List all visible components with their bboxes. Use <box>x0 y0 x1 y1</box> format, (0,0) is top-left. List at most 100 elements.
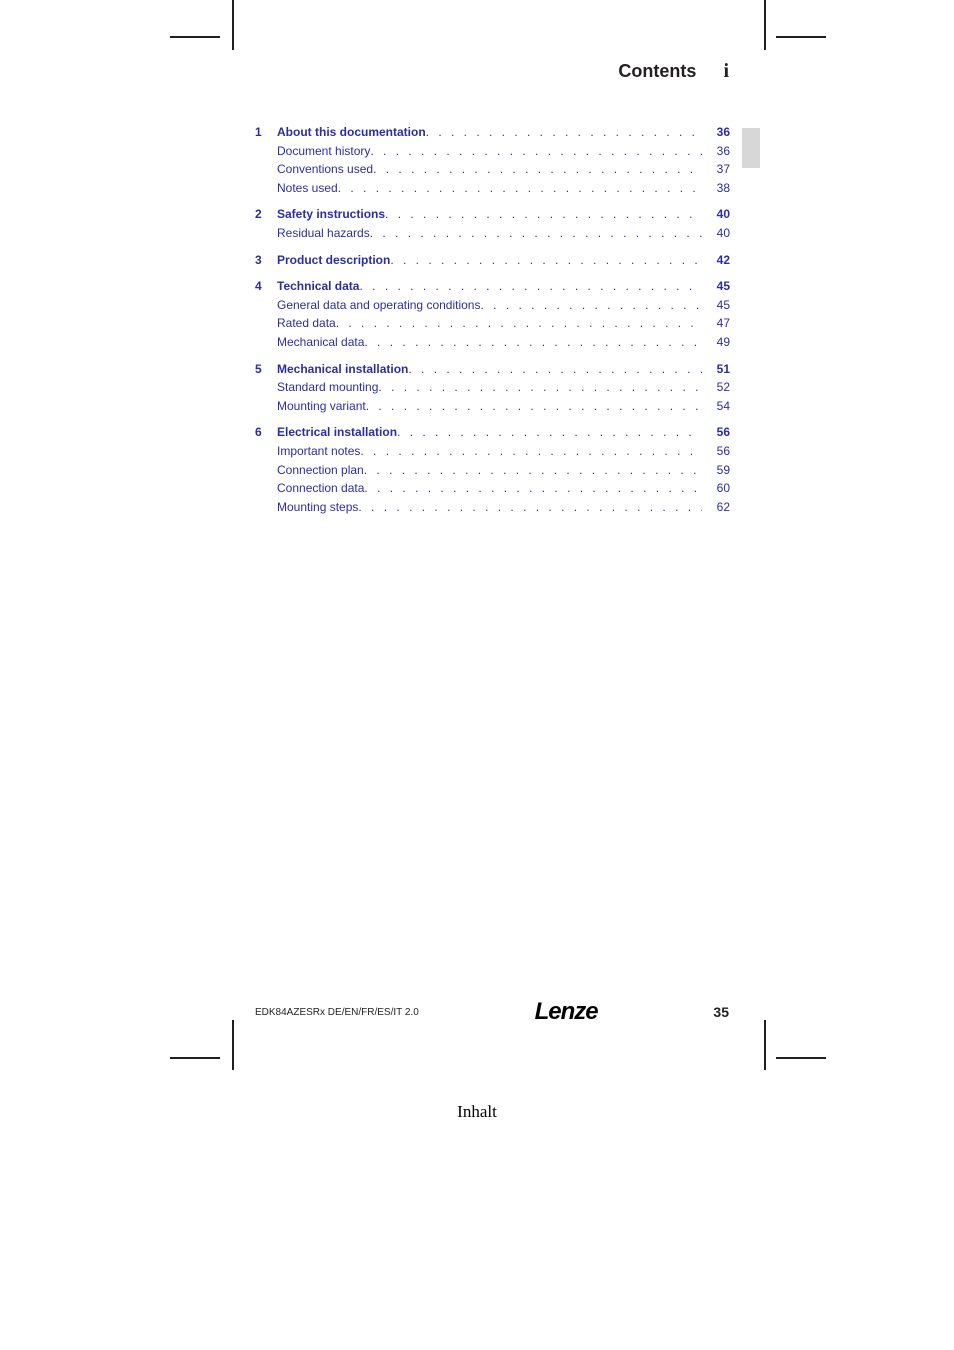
dot-leader: . . . . . . . . . . . . . . . . . . . . … <box>385 205 702 224</box>
crop-mark <box>170 36 220 38</box>
toc-section: 1About this documentation . . . . . . . … <box>255 123 730 197</box>
dot-leader: . . . . . . . . . . . . . . . . . . . . … <box>370 224 702 243</box>
toc-section: 2Safety instructions . . . . . . . . . .… <box>255 205 730 242</box>
dot-leader: . . . . . . . . . . . . . . . . . . . . … <box>370 142 702 161</box>
dot-leader: . . . . . . . . . . . . . . . . . . . . … <box>397 423 702 442</box>
toc-section-number: 6 <box>255 423 277 442</box>
dot-leader: . . . . . . . . . . . . . . . . . . . . … <box>408 360 702 379</box>
dot-leader: . . . . . . . . . . . . . . . . . . . . … <box>480 296 702 315</box>
brand-logo: Lenze <box>535 998 598 1026</box>
table-of-contents: 1About this documentation . . . . . . . … <box>255 115 730 516</box>
crop-mark <box>232 1020 234 1070</box>
toc-section-title: Safety instructions <box>277 205 385 224</box>
dot-leader: . . . . . . . . . . . . . . . . . . . . … <box>373 160 702 179</box>
toc-page-ref: 54 <box>702 397 730 416</box>
toc-item-row[interactable]: Notes used . . . . . . . . . . . . . . .… <box>255 179 730 198</box>
dot-leader: . . . . . . . . . . . . . . . . . . . . … <box>378 378 702 397</box>
toc-section-number: 2 <box>255 205 277 224</box>
toc-heading-row[interactable]: 3Product description . . . . . . . . . .… <box>255 251 730 270</box>
toc-page-ref: 47 <box>702 314 730 333</box>
toc-item-title: Notes used <box>277 179 338 198</box>
page-number: 35 <box>713 1004 729 1020</box>
toc-page-ref: 40 <box>702 205 730 224</box>
toc-item-title: Mounting variant <box>277 397 366 416</box>
dot-leader: . . . . . . . . . . . . . . . . . . . . … <box>364 461 702 480</box>
toc-item-row[interactable]: Conventions used . . . . . . . . . . . .… <box>255 160 730 179</box>
crop-mark <box>764 1020 766 1070</box>
toc-item-title: Document history <box>277 142 370 161</box>
dot-leader: . . . . . . . . . . . . . . . . . . . . … <box>364 333 702 352</box>
crop-mark <box>232 0 234 50</box>
toc-item-title: Mechanical data <box>277 333 364 352</box>
dot-leader: . . . . . . . . . . . . . . . . . . . . … <box>360 442 702 461</box>
toc-page-ref: 36 <box>702 142 730 161</box>
section-tab <box>742 128 760 168</box>
dot-leader: . . . . . . . . . . . . . . . . . . . . … <box>364 479 702 498</box>
toc-page-ref: 56 <box>702 423 730 442</box>
toc-section-title: Product description <box>277 251 390 270</box>
toc-item-row[interactable]: Mechanical data . . . . . . . . . . . . … <box>255 333 730 352</box>
toc-section: 5Mechanical installation . . . . . . . .… <box>255 360 730 416</box>
toc-item-title: Standard mounting <box>277 378 378 397</box>
toc-item-row[interactable]: Mounting variant . . . . . . . . . . . .… <box>255 397 730 416</box>
toc-page-ref: 36 <box>702 123 730 142</box>
toc-section-number: 4 <box>255 277 277 296</box>
header-marker: i <box>723 60 729 82</box>
toc-section-number: 5 <box>255 360 277 379</box>
toc-page-ref: 38 <box>702 179 730 198</box>
toc-item-title: General data and operating conditions <box>277 296 480 315</box>
toc-page-ref: 49 <box>702 333 730 352</box>
toc-page-ref: 51 <box>702 360 730 379</box>
toc-item-row[interactable]: Mounting steps . . . . . . . . . . . . .… <box>255 498 730 517</box>
toc-section: 6Electrical installation . . . . . . . .… <box>255 423 730 516</box>
toc-item-row[interactable]: Document history . . . . . . . . . . . .… <box>255 142 730 161</box>
toc-item-row[interactable]: Rated data . . . . . . . . . . . . . . .… <box>255 314 730 333</box>
toc-page-ref: 45 <box>702 296 730 315</box>
toc-page-ref: 40 <box>702 224 730 243</box>
toc-heading-row[interactable]: 2Safety instructions . . . . . . . . . .… <box>255 205 730 224</box>
toc-section-title: Technical data <box>277 277 359 296</box>
header-title: Contents <box>618 61 696 81</box>
crop-mark <box>776 1057 826 1059</box>
toc-section-title: Mechanical installation <box>277 360 408 379</box>
toc-item-row[interactable]: Important notes . . . . . . . . . . . . … <box>255 442 730 461</box>
dot-leader: . . . . . . . . . . . . . . . . . . . . … <box>338 179 702 198</box>
page-footer: EDK84AZESRx DE/EN/FR/ES/IT 2.0 Lenze 35 <box>255 998 729 1026</box>
toc-page-ref: 59 <box>702 461 730 480</box>
toc-item-row[interactable]: Residual hazards . . . . . . . . . . . .… <box>255 224 730 243</box>
toc-page-ref: 42 <box>702 251 730 270</box>
dot-leader: . . . . . . . . . . . . . . . . . . . . … <box>390 251 702 270</box>
toc-item-row[interactable]: Connection plan . . . . . . . . . . . . … <box>255 461 730 480</box>
toc-section-number: 3 <box>255 251 277 270</box>
toc-item-title: Connection data <box>277 479 364 498</box>
toc-page-ref: 62 <box>702 498 730 517</box>
toc-item-title: Conventions used <box>277 160 373 179</box>
page-header: Contents i <box>618 60 729 83</box>
document-page: Contents i 1About this documentation . .… <box>0 0 954 1350</box>
toc-item-row[interactable]: Standard mounting . . . . . . . . . . . … <box>255 378 730 397</box>
toc-heading-row[interactable]: 5Mechanical installation . . . . . . . .… <box>255 360 730 379</box>
toc-page-ref: 52 <box>702 378 730 397</box>
next-page-caption: Inhalt <box>0 1102 954 1122</box>
dot-leader: . . . . . . . . . . . . . . . . . . . . … <box>366 397 702 416</box>
crop-mark <box>764 0 766 50</box>
dot-leader: . . . . . . . . . . . . . . . . . . . . … <box>358 498 702 517</box>
dot-leader: . . . . . . . . . . . . . . . . . . . . … <box>336 314 702 333</box>
toc-section: 3Product description . . . . . . . . . .… <box>255 251 730 270</box>
toc-page-ref: 37 <box>702 160 730 179</box>
toc-item-title: Connection plan <box>277 461 364 480</box>
toc-heading-row[interactable]: 4Technical data . . . . . . . . . . . . … <box>255 277 730 296</box>
dot-leader: . . . . . . . . . . . . . . . . . . . . … <box>359 277 702 296</box>
toc-page-ref: 45 <box>702 277 730 296</box>
toc-section-number: 1 <box>255 123 277 142</box>
toc-item-title: Rated data <box>277 314 336 333</box>
toc-heading-row[interactable]: 1About this documentation . . . . . . . … <box>255 123 730 142</box>
toc-item-row[interactable]: General data and operating conditions . … <box>255 296 730 315</box>
doc-reference: EDK84AZESRx DE/EN/FR/ES/IT 2.0 <box>255 1007 419 1018</box>
crop-mark <box>170 1057 220 1059</box>
toc-page-ref: 60 <box>702 479 730 498</box>
toc-item-row[interactable]: Connection data . . . . . . . . . . . . … <box>255 479 730 498</box>
toc-item-title: Important notes <box>277 442 360 461</box>
toc-heading-row[interactable]: 6Electrical installation . . . . . . . .… <box>255 423 730 442</box>
dot-leader: . . . . . . . . . . . . . . . . . . . . … <box>426 123 702 142</box>
